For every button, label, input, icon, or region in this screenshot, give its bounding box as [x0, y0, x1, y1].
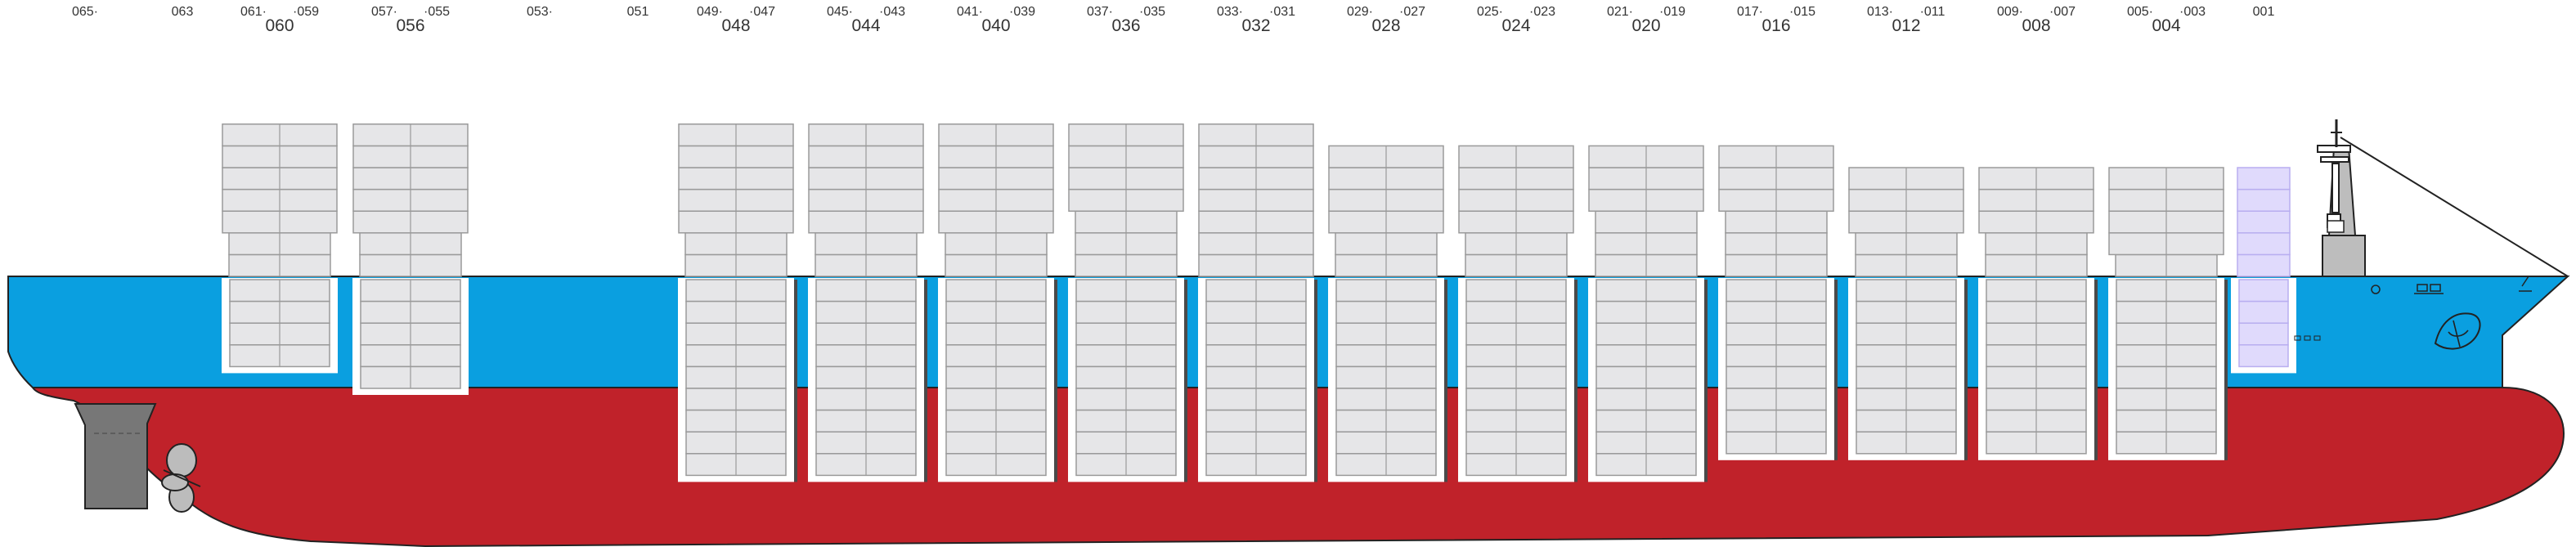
- bay-label-019: ·019: [1659, 5, 1685, 19]
- bay-label-033: 033·: [1217, 5, 1243, 19]
- bay-label-003: ·003: [2179, 5, 2206, 19]
- bay-label-009: 009·: [1997, 5, 2023, 19]
- bay-label-007: ·007: [2049, 5, 2076, 19]
- bay-label-023: ·023: [1529, 5, 1555, 19]
- bay-label-012: 012: [1892, 16, 1920, 35]
- bay-label-039: ·039: [1009, 5, 1035, 19]
- bay-label-051: 051: [627, 5, 649, 19]
- container-001-deck-w2: [2237, 232, 2291, 256]
- forestay-line: [2340, 137, 2569, 277]
- hold-shadow-032: [1314, 280, 1317, 482]
- bay-label-005: 005·: [2127, 5, 2153, 19]
- bay-label-013: 013·: [1867, 5, 1893, 19]
- bay-label-028: 028: [1371, 16, 1400, 35]
- bay-label-056: 056: [396, 16, 424, 35]
- bay-label-011: ·011: [1920, 5, 1945, 19]
- bay-label-041: 041·: [957, 5, 983, 19]
- container-001-hold-2: [2238, 300, 2289, 324]
- hold-shadow-040: [1054, 280, 1057, 482]
- bay-label-049: 049·: [697, 5, 723, 19]
- bow-markings: [2294, 276, 2532, 341]
- bay-label-017: 017·: [1737, 5, 1763, 19]
- fore-mast: [2317, 119, 2366, 277]
- bay-label-032: 032: [1241, 16, 1270, 35]
- bay-label-008: 008: [2022, 16, 2050, 35]
- container-stacks: [222, 123, 2296, 482]
- hold-shadow-020: [1704, 280, 1708, 482]
- container-001-hold-4: [2238, 344, 2289, 368]
- bay-label-025: 025·: [1477, 5, 1503, 19]
- hold-shadow-036: [1184, 280, 1187, 482]
- bay-label-044: 044: [851, 16, 880, 35]
- bay-label-029: 029·: [1347, 5, 1373, 19]
- bay-label-035: ·035: [1139, 5, 1165, 19]
- bay-label-061: 061·: [240, 5, 267, 19]
- bay-label-057: 057·: [371, 5, 397, 19]
- hold-shadow-012: [1964, 280, 1968, 460]
- bay-label-027: ·027: [1399, 5, 1425, 19]
- bay-label-059: ·059: [293, 5, 319, 19]
- bay-label-065: 065·: [72, 5, 98, 19]
- container-001-deck-w3: [2237, 210, 2291, 234]
- bay-label-015: ·015: [1789, 5, 1815, 19]
- bay-label-020: 020: [1631, 16, 1660, 35]
- bay-label-037: 037·: [1087, 5, 1113, 19]
- bay-label-060: 060: [265, 16, 294, 35]
- hold-shadow-008: [2094, 280, 2098, 460]
- bay-label-047: ·047: [749, 5, 775, 19]
- bay-label-031: ·031: [1269, 5, 1295, 19]
- bay-label-004: 004: [2152, 16, 2180, 35]
- bay-label-053: 053·: [527, 5, 553, 19]
- hold-shadow-024: [1574, 280, 1577, 482]
- hold-shadow-016: [1834, 280, 1838, 460]
- propeller: [161, 443, 201, 513]
- hold-shadow-044: [924, 280, 927, 482]
- bay-label-001: 001: [2253, 5, 2275, 19]
- bay-label-045: 045·: [827, 5, 853, 19]
- bay-label-024: 024: [1501, 16, 1530, 35]
- container-001-deck-w1: [2237, 253, 2291, 277]
- bay-label-040: 040: [981, 16, 1010, 35]
- hold-shadow-028: [1444, 280, 1447, 482]
- hold-shadow-004: [2224, 280, 2228, 460]
- bay-label-055: ·055: [424, 5, 450, 19]
- bay-label-036: 036: [1111, 16, 1140, 35]
- container-001-deck-w5: [2237, 167, 2291, 191]
- container-001-hold-3: [2238, 322, 2289, 346]
- rudder: [74, 403, 157, 509]
- bay-label-021: 021·: [1607, 5, 1633, 19]
- bay-label-048: 048: [721, 16, 750, 35]
- container-001-hold-1: [2238, 279, 2289, 303]
- anchor-emblem: [2434, 312, 2481, 350]
- bay-label-063: 063: [172, 5, 194, 19]
- container-001-deck-w4: [2237, 188, 2291, 212]
- bay-label-043: ·043: [879, 5, 905, 19]
- hold-shadow-048: [794, 280, 797, 482]
- bay-label-016: 016: [1761, 16, 1790, 35]
